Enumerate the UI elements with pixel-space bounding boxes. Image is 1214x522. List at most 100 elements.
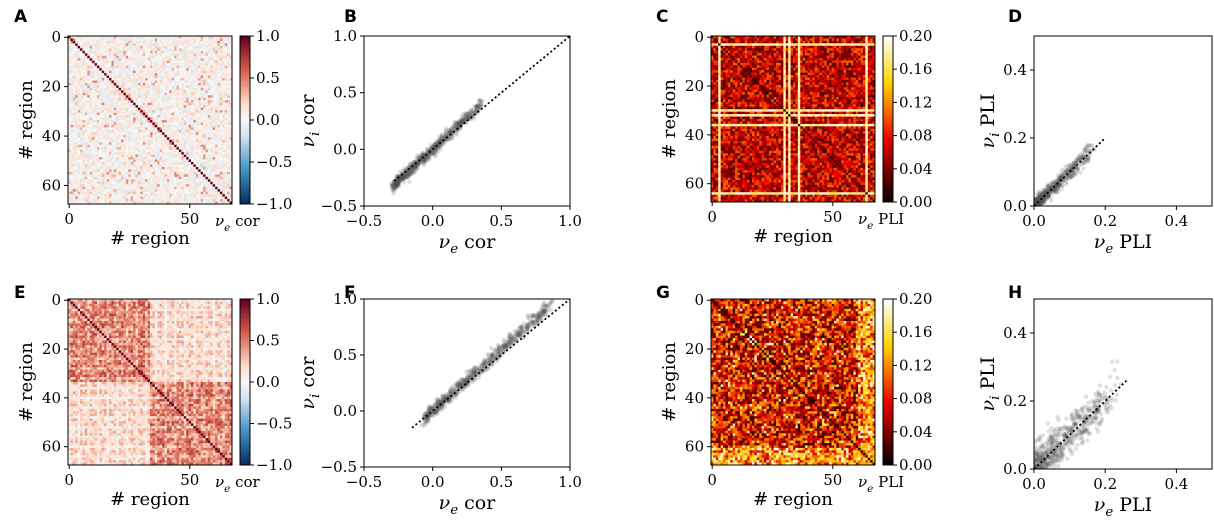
- heatmap-cell: [164, 120, 168, 123]
- heatmap-cell: [205, 40, 209, 44]
- heatmap-cell: [145, 63, 148, 66]
- heatmap-cell: [70, 75, 74, 79]
- heatmap-cell: [96, 65, 100, 69]
- heatmap-cell: [217, 132, 221, 136]
- heatmap-cell: [101, 112, 105, 116]
- heatmap-cell: [169, 201, 172, 205]
- heatmap-cell: [200, 194, 204, 197]
- heatmap-cell: [186, 80, 189, 84]
- heatmap-cell: [123, 122, 127, 126]
- heatmap-cell: [140, 166, 144, 170]
- heatmap-cell: [166, 139, 170, 143]
- heatmap-cell: [188, 115, 192, 118]
- heatmap-cell: [89, 189, 93, 192]
- heatmap-cell: [72, 132, 76, 136]
- heatmap-cell: [203, 164, 206, 168]
- heatmap-cell: [118, 112, 122, 116]
- heatmap-cell: [207, 102, 211, 106]
- heatmap-cell: [162, 181, 165, 185]
- heatmap-cell: [203, 189, 206, 192]
- heatmap-cell: [195, 162, 199, 165]
- heatmap-cell: [70, 194, 74, 197]
- heatmap-cell: [137, 55, 141, 59]
- heatmap-cell: [142, 75, 146, 79]
- scatter-point: [469, 108, 474, 113]
- heatmap-cell: [94, 70, 98, 74]
- heatmap-cell: [164, 149, 168, 153]
- heatmap-cell: [157, 122, 160, 126]
- heatmap-cell: [191, 68, 194, 71]
- heatmap-cell: [195, 166, 199, 170]
- heatmap-cell: [113, 43, 117, 47]
- heatmap-cell: [171, 75, 175, 79]
- heatmap-cell: [116, 194, 119, 197]
- heatmap-cell: [205, 176, 209, 180]
- heatmap-cell: [130, 58, 134, 62]
- heatmap-cell: [92, 80, 95, 84]
- heatmap-cell: [84, 115, 88, 118]
- heatmap-cell: [157, 142, 160, 146]
- heatmap-cell: [154, 53, 158, 57]
- heatmap-cell: [224, 100, 228, 104]
- heatmap-cell: [224, 112, 228, 116]
- heatmap-cell: [94, 53, 98, 57]
- heatmap-cell: [193, 189, 197, 192]
- heatmap-cell: [224, 144, 228, 148]
- heatmap-cell: [195, 105, 199, 108]
- heatmap-cell: [222, 124, 226, 128]
- heatmap-cell: [130, 181, 134, 185]
- heatmap-cell: [195, 97, 199, 101]
- heatmap-cell: [227, 176, 230, 180]
- heatmap-cell: [109, 157, 112, 160]
- heatmap-cell: [80, 196, 83, 200]
- heatmap-cell: [150, 154, 153, 158]
- heatmap-cell: [87, 174, 90, 178]
- heatmap-cell: [147, 142, 151, 146]
- heatmap-cell: [174, 147, 177, 150]
- heatmap-cell: [215, 73, 218, 76]
- heatmap-cell: [222, 199, 226, 202]
- heatmap-cell: [106, 189, 110, 192]
- heatmap-cell: [181, 55, 185, 59]
- heatmap-cell: [123, 144, 127, 148]
- heatmap-cell: [212, 63, 216, 66]
- heatmap-cell: [118, 110, 122, 113]
- heatmap-cell: [193, 129, 197, 133]
- heatmap-cell: [92, 73, 95, 76]
- heatmap-cell: [186, 110, 189, 113]
- heatmap-cell: [104, 53, 107, 57]
- heatmap-cell: [222, 149, 226, 153]
- heatmap-cell: [171, 166, 175, 170]
- heatmap-cell: [123, 68, 127, 71]
- heatmap-cell: [154, 166, 158, 170]
- heatmap-cell: [152, 58, 156, 62]
- heatmap-cell: [195, 63, 199, 66]
- heatmap-cell: [106, 171, 110, 175]
- heatmap-cell: [145, 75, 148, 79]
- heatmap-cell: [111, 124, 115, 128]
- heatmap-cell: [87, 70, 90, 74]
- heatmap-cell: [183, 134, 187, 138]
- heatmap-cell: [133, 105, 136, 108]
- heatmap-cell: [145, 149, 148, 153]
- heatmap-cell: [137, 65, 141, 69]
- heatmap-cell: [77, 70, 81, 74]
- heatmap-cell: [140, 50, 144, 54]
- heatmap-cell: [142, 124, 146, 128]
- heatmap-cell: [183, 147, 187, 150]
- heatmap-cell: [157, 166, 160, 170]
- heatmap-cell: [229, 122, 233, 126]
- heatmap-cell: [174, 201, 177, 205]
- heatmap-cell: [128, 102, 131, 106]
- heatmap-cell: [109, 164, 112, 168]
- heatmap-cell: [140, 179, 144, 183]
- heatmap-cell: [75, 186, 78, 190]
- heatmap-cell: [224, 58, 228, 62]
- heatmap-cell: [212, 87, 216, 91]
- heatmap-cell: [135, 189, 139, 192]
- heatmap-cell: [113, 85, 117, 89]
- heatmap-cell: [171, 45, 175, 49]
- heatmap-cell: [142, 48, 146, 52]
- colorbar-step: [240, 69, 250, 73]
- heatmap-cell: [212, 147, 216, 150]
